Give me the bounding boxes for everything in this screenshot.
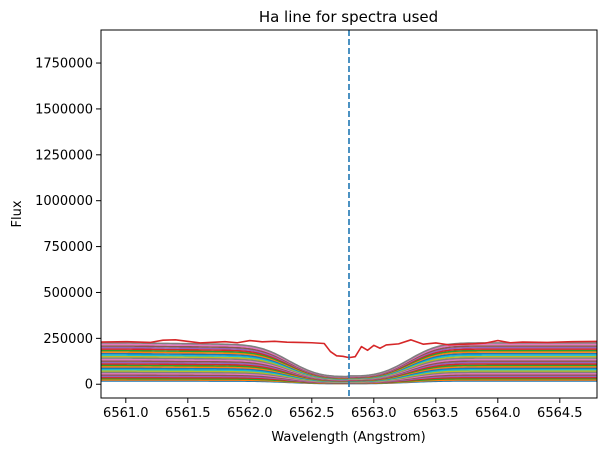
x-tick-label: 6564.0 xyxy=(475,406,521,421)
x-tick-label: 6563.5 xyxy=(413,406,459,421)
x-tick-label: 6562.5 xyxy=(289,406,335,421)
highlight-spectrum-line xyxy=(101,339,597,359)
x-tick-label: 6561.0 xyxy=(103,406,149,421)
x-ticks: 6561.0 6561.5 6562.0 6562.5 6563.0 6563.5 6564… xyxy=(103,398,583,421)
chart-title: Ha line for spectra used xyxy=(259,8,438,26)
y-tick-label: 1000000 xyxy=(35,194,93,209)
x-tick-label: 6564.5 xyxy=(537,406,583,421)
y-tick-label: 1750000 xyxy=(35,57,93,72)
y-tick-label: 250000 xyxy=(43,332,93,347)
x-axis-label: Wavelength (Angstrom) xyxy=(271,430,425,445)
x-tick-label: 6563.0 xyxy=(351,406,397,421)
y-tick-label: 750000 xyxy=(43,240,93,255)
y-ticks: 0 250000 500000 750000 1000000 1250000 1500000… xyxy=(35,57,101,393)
y-tick-label: 1250000 xyxy=(35,148,93,163)
plot-frame xyxy=(100,29,598,399)
y-axis-label: Flux xyxy=(10,200,25,227)
x-tick-label: 6562.0 xyxy=(227,406,273,421)
y-tick-label: 500000 xyxy=(43,286,93,301)
y-tick-label: 1500000 xyxy=(35,102,93,117)
x-tick-label: 6561.5 xyxy=(165,406,211,421)
y-tick-label: 0 xyxy=(85,378,93,393)
